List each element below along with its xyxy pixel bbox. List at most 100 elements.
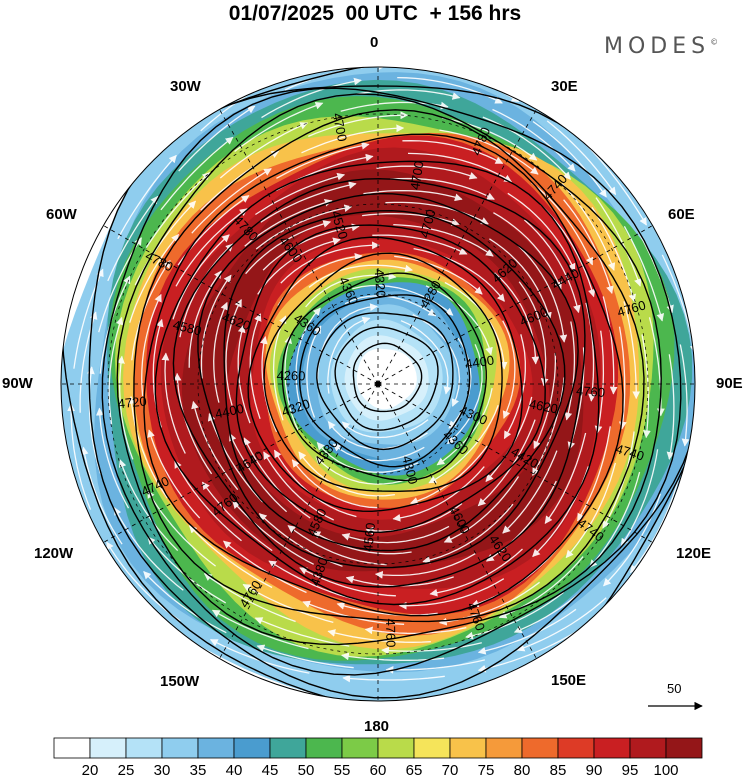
streamline <box>287 525 387 566</box>
streamline <box>341 419 429 439</box>
streamline <box>666 354 675 460</box>
streamline <box>374 553 476 579</box>
colorbar-tick-label: 85 <box>549 762 567 779</box>
streamline <box>425 285 493 356</box>
lon-label-120e: 120E <box>676 545 712 562</box>
meridian <box>377 383 653 543</box>
colorbar-swatch <box>341 737 379 759</box>
streamline <box>533 353 557 450</box>
streamline <box>393 223 494 257</box>
contour-label: 4320 <box>372 268 389 298</box>
streamline <box>245 220 332 275</box>
streamline <box>232 500 314 565</box>
streamline <box>503 334 526 440</box>
streamline <box>591 207 637 303</box>
map-title: 01/07/2025 00 UTC + 156 hrs <box>228 2 522 25</box>
colorbar-tick-label: 45 <box>261 762 279 779</box>
streamline <box>577 426 611 522</box>
streamline <box>341 525 450 544</box>
colorbar-swatch <box>89 737 127 759</box>
streamline <box>117 154 177 240</box>
streamline <box>107 195 159 282</box>
streamline <box>392 466 485 522</box>
streamline <box>429 548 523 597</box>
streamline <box>80 446 123 545</box>
streamline <box>507 192 576 272</box>
height-contour <box>154 160 600 606</box>
streamline <box>447 344 483 445</box>
streamline <box>262 223 360 271</box>
streamline <box>477 608 577 655</box>
lon-label-30e: 30E <box>551 78 578 95</box>
streamline <box>113 507 184 591</box>
streamline <box>531 182 594 266</box>
streamline <box>312 530 412 555</box>
streamline <box>141 293 162 396</box>
colorbar-swatch <box>665 737 703 759</box>
streamline <box>280 241 380 284</box>
meridian <box>103 225 379 385</box>
lon-label-0: 0 <box>370 34 379 51</box>
streamline <box>260 336 278 433</box>
streamline <box>443 476 520 543</box>
streamline <box>385 201 489 225</box>
streamline <box>363 189 463 202</box>
height-contour <box>334 326 439 431</box>
colorbar-tick-label: 70 <box>441 762 459 779</box>
modes-logo: MODES© <box>604 34 718 59</box>
meridian <box>219 383 379 659</box>
parallel <box>287 293 469 475</box>
colorbar-tick-label: 50 <box>297 762 315 779</box>
streamline <box>532 120 607 198</box>
parallel <box>107 113 649 655</box>
colorbar-swatch <box>449 737 487 759</box>
lon-label-90e: 90E <box>716 375 743 392</box>
streamline <box>546 120 617 196</box>
colorbar-swatch <box>161 737 199 759</box>
map-boundary <box>60 66 696 702</box>
streamline <box>108 316 124 425</box>
colorbar-tick-label: 65 <box>405 762 423 779</box>
meridian <box>219 109 379 385</box>
streamline <box>263 451 334 521</box>
streamline <box>532 377 565 476</box>
colorbar-tick-label: 75 <box>477 762 495 779</box>
contour-label: 4580 <box>171 317 203 339</box>
streamline <box>492 108 576 172</box>
streamline <box>561 183 616 271</box>
streamline <box>145 172 211 248</box>
streamline <box>563 199 614 294</box>
colorbar-tick-label: 60 <box>369 762 387 779</box>
streamline <box>308 264 413 288</box>
colorbar-tick-label: 95 <box>621 762 639 779</box>
meridian <box>377 225 653 385</box>
streamline <box>407 152 513 183</box>
colorbar-swatch <box>557 737 595 759</box>
contour-label: 4700 <box>407 160 426 191</box>
streamline <box>284 335 299 431</box>
streamline <box>203 573 296 623</box>
height-contour <box>247 236 523 513</box>
colorbar-swatch <box>377 737 415 759</box>
streamline <box>602 296 618 395</box>
streamline <box>428 405 499 484</box>
streamline <box>629 479 679 574</box>
streamline <box>342 674 445 683</box>
height-contour <box>101 87 682 676</box>
streamline <box>482 116 571 180</box>
colorbar-swatch <box>305 737 343 759</box>
streamline <box>385 659 486 674</box>
colorbar-tick-label: 20 <box>81 762 99 779</box>
streamline <box>175 208 248 287</box>
contour-label: 4720 <box>117 393 147 411</box>
lon-label-60w: 60W <box>46 206 77 223</box>
streamline <box>299 567 396 597</box>
streamline <box>402 140 504 164</box>
streamline <box>256 644 354 669</box>
streamline <box>489 238 552 321</box>
streamline <box>485 480 557 562</box>
streamline <box>413 247 505 302</box>
streamline <box>439 129 539 175</box>
streamline <box>188 270 222 368</box>
lon-label-180: 180 <box>364 718 390 735</box>
